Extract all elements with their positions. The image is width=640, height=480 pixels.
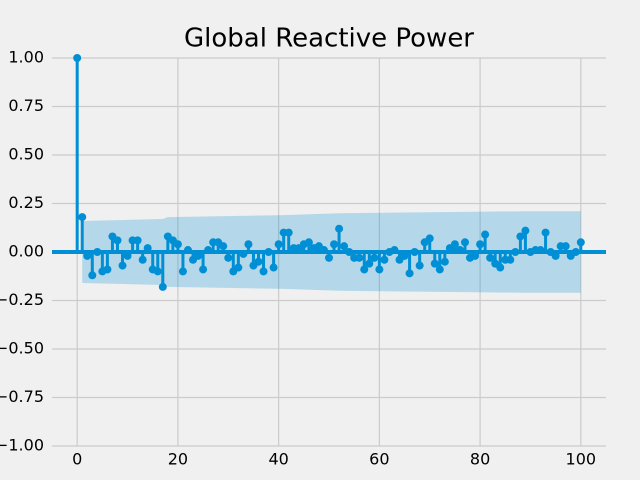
marker bbox=[365, 259, 374, 268]
marker bbox=[390, 246, 399, 255]
y-tick-label: 0.25 bbox=[8, 193, 44, 212]
marker bbox=[224, 253, 233, 262]
marker bbox=[284, 228, 293, 237]
marker bbox=[118, 261, 127, 270]
marker bbox=[274, 240, 283, 249]
marker bbox=[435, 265, 444, 274]
marker bbox=[103, 265, 112, 274]
marker bbox=[219, 242, 228, 251]
marker bbox=[73, 54, 82, 62]
marker bbox=[304, 238, 313, 247]
marker bbox=[476, 240, 485, 249]
marker bbox=[450, 240, 459, 249]
marker bbox=[133, 236, 142, 245]
marker bbox=[576, 238, 585, 247]
marker bbox=[93, 248, 102, 256]
marker bbox=[481, 230, 490, 239]
marker bbox=[254, 257, 263, 266]
marker bbox=[541, 228, 550, 237]
marker bbox=[335, 224, 344, 233]
marker bbox=[199, 265, 208, 274]
marker bbox=[178, 267, 187, 276]
chart-title: Global Reactive Power bbox=[184, 24, 474, 54]
y-tick-label: −0.25 bbox=[0, 290, 44, 309]
marker bbox=[375, 265, 384, 274]
marker bbox=[78, 213, 87, 222]
x-tick-label: 20 bbox=[168, 450, 188, 469]
marker bbox=[486, 253, 495, 262]
y-tick-label: 0.00 bbox=[8, 242, 44, 261]
marker bbox=[269, 263, 278, 272]
marker bbox=[259, 267, 268, 276]
y-tick-label: 0.50 bbox=[8, 145, 44, 164]
marker bbox=[360, 265, 369, 274]
marker bbox=[496, 263, 505, 272]
y-tick-label: 1.00 bbox=[8, 48, 44, 67]
marker bbox=[244, 240, 253, 249]
marker bbox=[355, 253, 364, 262]
marker bbox=[143, 244, 152, 253]
marker bbox=[380, 255, 389, 264]
marker bbox=[88, 271, 97, 280]
y-tick-label: −0.50 bbox=[0, 339, 44, 358]
x-tick-label: 100 bbox=[566, 450, 597, 469]
marker bbox=[83, 251, 92, 260]
marker bbox=[521, 226, 530, 235]
marker bbox=[264, 248, 273, 256]
marker bbox=[511, 248, 520, 256]
marker bbox=[455, 246, 464, 255]
marker bbox=[400, 251, 409, 260]
marker bbox=[138, 255, 147, 264]
marker bbox=[571, 248, 580, 256]
marker bbox=[440, 257, 449, 266]
marker bbox=[471, 251, 480, 260]
x-tick-label: 40 bbox=[268, 450, 288, 469]
x-tick-label: 80 bbox=[470, 450, 490, 469]
marker bbox=[425, 234, 434, 243]
x-tick-label: 60 bbox=[369, 450, 389, 469]
marker bbox=[319, 246, 328, 255]
marker bbox=[204, 246, 213, 255]
marker bbox=[325, 253, 333, 262]
marker bbox=[183, 246, 192, 255]
marker bbox=[460, 238, 469, 247]
marker bbox=[430, 259, 439, 268]
marker bbox=[234, 263, 243, 272]
marker bbox=[239, 249, 248, 258]
marker bbox=[153, 267, 162, 276]
marker bbox=[345, 248, 354, 256]
marker bbox=[173, 240, 182, 249]
marker bbox=[194, 251, 203, 260]
y-tick-label: −1.00 bbox=[0, 436, 44, 455]
marker bbox=[516, 232, 525, 241]
marker bbox=[405, 269, 414, 278]
marker bbox=[158, 282, 167, 291]
marker bbox=[551, 251, 560, 260]
marker bbox=[370, 253, 379, 262]
marker bbox=[113, 236, 122, 245]
y-tick-label: 0.75 bbox=[8, 96, 44, 115]
marker bbox=[506, 255, 515, 264]
marker bbox=[123, 251, 132, 260]
marker bbox=[561, 242, 570, 251]
marker bbox=[410, 248, 419, 256]
x-tick-label: 0 bbox=[72, 450, 82, 469]
marker bbox=[536, 246, 545, 255]
marker bbox=[330, 240, 339, 249]
marker bbox=[340, 242, 349, 251]
marker bbox=[415, 261, 424, 270]
y-tick-label: −0.75 bbox=[0, 387, 44, 406]
